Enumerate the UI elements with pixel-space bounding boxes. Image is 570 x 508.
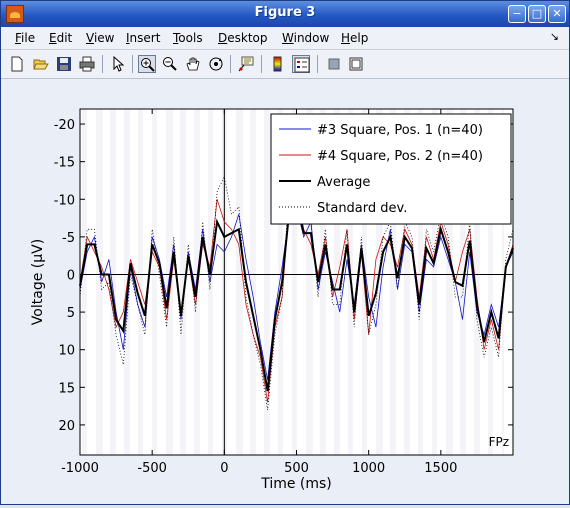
print-icon[interactable]: [78, 55, 96, 73]
figure-toolbar: [1, 50, 569, 79]
legend-label-0: #3 Square, Pos. 1 (n=40): [317, 123, 483, 138]
hide-tools-icon[interactable]: [325, 55, 343, 73]
toolbar-separator: [230, 55, 231, 73]
close-button[interactable]: ✕: [548, 5, 566, 23]
maximize-button[interactable]: □: [528, 5, 546, 23]
legend-box: [270, 113, 512, 225]
significance-band: [320, 109, 324, 455]
x-tick-label: 0: [220, 461, 228, 476]
toolbar-separator: [132, 55, 133, 73]
significance-band: [264, 109, 270, 455]
y-axis-label: Voltage (µV): [30, 239, 46, 325]
significance-band: [221, 109, 224, 455]
significance-band: [432, 109, 437, 455]
toolbar-separator: [317, 55, 318, 73]
y-tick-label: 5: [67, 306, 75, 321]
significance-band: [81, 109, 84, 455]
significance-band: [306, 109, 313, 455]
significance-band: [487, 109, 493, 455]
menu-edit[interactable]: Edit: [49, 31, 73, 45]
significance-band: [474, 109, 480, 455]
menu-dock-arrow-icon[interactable]: ↘: [549, 30, 559, 43]
menu-bar: File Edit View Insert Tools Desktop Wind…: [1, 27, 569, 50]
y-tick-label: -20: [54, 118, 75, 133]
significance-band: [418, 109, 421, 455]
zoom-out-icon[interactable]: [161, 55, 179, 73]
minimize-button[interactable]: −: [508, 5, 526, 23]
y-tick-label: 15: [58, 381, 75, 396]
x-tick-label: -500: [137, 461, 167, 476]
significance-band: [291, 109, 294, 455]
x-tick-label: -1000: [61, 461, 99, 476]
significance-band: [292, 109, 297, 455]
significance-band: [180, 109, 184, 455]
y-tick-label: -5: [62, 231, 75, 246]
legend-label-1: #4 Square, Pos. 2 (n=40): [317, 149, 483, 164]
x-tick-label: 1000: [352, 461, 385, 476]
figure-canvas: -1000 -500 0 500 1000 1500 -20 -15 -10 -5 0 5 10 15 20…: [1, 79, 569, 504]
significance-band: [361, 109, 364, 455]
y-tick-label: -10: [54, 193, 75, 208]
matlab-icon[interactable]: [6, 5, 24, 23]
pan-icon[interactable]: [184, 55, 202, 73]
significance-band: [82, 109, 87, 455]
significance-band: [236, 109, 243, 455]
x-tick-label: 500: [284, 461, 309, 476]
legend-label-3: Standard dev.: [317, 201, 407, 216]
menu-help[interactable]: Help: [341, 31, 369, 45]
toolbar-separator: [261, 55, 262, 73]
significance-band: [404, 109, 410, 455]
x-axis-label: Time (ms): [260, 476, 332, 492]
menu-file[interactable]: File: [15, 31, 36, 45]
zoom-in-icon[interactable]: [138, 55, 156, 73]
significance-band: [250, 109, 254, 455]
show-tools-icon[interactable]: [347, 55, 365, 73]
rotate-3d-icon[interactable]: [207, 55, 225, 73]
channel-annotation: FPz: [489, 435, 509, 449]
menu-view[interactable]: View: [86, 31, 115, 45]
colorbar-icon[interactable]: [269, 55, 287, 73]
legend-icon[interactable]: [292, 55, 310, 73]
y-tick-label: 0: [67, 268, 75, 283]
menu-tools[interactable]: Tools: [173, 31, 203, 45]
toolbar-separator: [102, 55, 103, 73]
title-bar[interactable]: Figure 3 − □ ✕: [1, 1, 569, 27]
x-tick-label: 1500: [424, 461, 457, 476]
y-tick-label: -15: [54, 156, 75, 171]
significance-band: [138, 109, 141, 455]
y-tick-label: 20: [58, 419, 75, 434]
new-figure-icon[interactable]: [9, 55, 27, 73]
significance-band: [501, 109, 504, 455]
significance-band: [348, 109, 351, 455]
data-cursor-icon[interactable]: [237, 55, 255, 73]
significance-band: [376, 109, 383, 455]
edit-plot-icon[interactable]: [109, 55, 127, 73]
significance-band: [222, 109, 227, 455]
open-file-icon[interactable]: [32, 55, 50, 73]
significance-band: [152, 109, 157, 455]
save-icon[interactable]: [55, 55, 73, 73]
significance-band: [390, 109, 394, 455]
significance-band: [334, 109, 340, 455]
menu-desktop[interactable]: Desktop: [218, 31, 268, 45]
legend-label-2: Average: [317, 175, 370, 190]
significance-band: [431, 109, 434, 455]
significance-band: [151, 109, 154, 455]
menu-window[interactable]: Window: [282, 31, 330, 45]
window-title: Figure 3: [254, 5, 316, 20]
plot-area[interactable]: -1000 -500 0 500 1000 1500 -20 -15 -10 -5 0 5 10 15 20…: [1, 79, 569, 504]
significance-band: [96, 109, 103, 455]
menu-insert[interactable]: Insert: [126, 31, 161, 45]
significance-band: [446, 109, 453, 455]
y-tick-label: 10: [58, 344, 75, 359]
